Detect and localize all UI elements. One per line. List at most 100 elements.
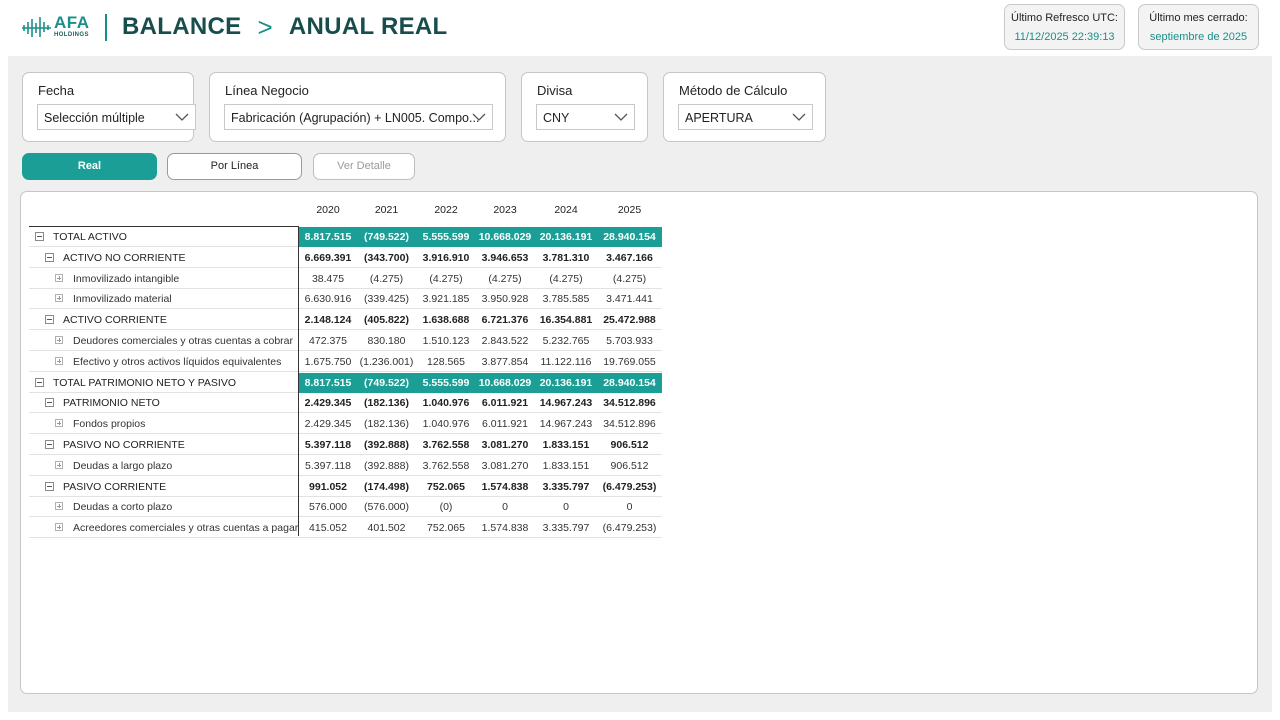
report-panel: Fecha Selección múltiple Línea Negocio F… [8, 56, 1272, 712]
row-label: Fondos propios [73, 418, 146, 431]
cell-2023: 10.668.029 [478, 231, 532, 243]
total-row-highlight [299, 372, 662, 393]
cell-2020: 6.669.391 [304, 251, 352, 264]
cell-2022: 1.040.976 [422, 418, 470, 431]
table-row[interactable]: ACTIVO CORRIENTE 2.148.124 (405.822) 1.638.… [29, 310, 662, 331]
table-row[interactable]: TOTAL ACTIVO 8.817.515 (749.522) 5.555.599 1… [29, 227, 662, 247]
divisa-dropdown[interactable]: CNY [536, 104, 635, 130]
por-linea-button[interactable]: Por Línea [167, 153, 302, 180]
collapse-icon[interactable] [35, 232, 44, 241]
cell-2023: 3.081.270 [481, 459, 529, 472]
table-row[interactable]: Acreedores comerciales y otras cuentas a… [29, 518, 662, 539]
row-label: ACTIVO NO CORRIENTE [63, 251, 186, 264]
expand-icon[interactable] [55, 502, 63, 511]
expand-icon[interactable] [55, 273, 63, 282]
fecha-dropdown[interactable]: Selección múltiple [37, 104, 196, 130]
column-header-2020[interactable]: 2020 [316, 204, 340, 216]
expand-icon[interactable] [55, 294, 63, 303]
linea-negocio-dropdown[interactable]: Fabricación (Agrupación) + LN005. Compo.… [224, 104, 493, 130]
chevron-down-icon [175, 113, 189, 121]
cell-2023: 1.574.838 [481, 522, 529, 535]
chevron-down-icon [472, 113, 486, 121]
real-button[interactable]: Real [22, 153, 157, 180]
last-closed-month-label: Último mes cerrado: [1149, 12, 1248, 24]
table-row[interactable]: PATRIMONIO NETO 2.429.345 (182.136) 1.040.9… [29, 393, 662, 414]
cell-2021: (1.236.001) [359, 355, 414, 368]
cell-2025: 3.467.166 [606, 251, 653, 264]
table-row[interactable]: PASIVO NO CORRIENTE 5.397.118 (392.888) 3.7… [29, 435, 662, 455]
column-header-2021[interactable]: 2021 [374, 204, 399, 216]
slicer-divisa: Divisa CNY [521, 72, 648, 142]
cell-2020: 5.397.118 [304, 439, 352, 451]
table-row[interactable]: Inmovilizado material 6.630.916 (339.425) 3… [29, 289, 662, 310]
collapse-icon[interactable] [45, 398, 54, 408]
table-row[interactable]: Efectivo y otros activos líquidos equiva… [29, 352, 662, 372]
cell-2022: 5.555.599 [422, 231, 470, 243]
chevron-right-icon: > [257, 12, 273, 42]
table-row[interactable]: Inmovilizado intangible 38.475 (4.275) (4.2… [29, 269, 662, 289]
cell-2020: 415.052 [309, 522, 347, 535]
chevron-down-icon [792, 113, 806, 121]
balance-matrix-card: 2020 2021 2022 2023 2024 2025 TOTAL ACTI… [20, 191, 1258, 694]
last-closed-month-value: septiembre de 2025 [1149, 31, 1248, 43]
collapse-icon[interactable] [45, 481, 54, 491]
cell-2021: (4.275) [369, 272, 404, 285]
table-row[interactable]: Deudas a largo plazo 5.397.118 (392.888) 3.… [29, 456, 662, 476]
table-row[interactable]: ACTIVO NO CORRIENTE 6.669.391 (343.700) 3.9… [29, 248, 662, 268]
column-header-2024[interactable]: 2024 [554, 204, 578, 216]
column-header-2023[interactable]: 2023 [493, 204, 517, 216]
slicer-linea-label: Línea Negocio [225, 83, 309, 98]
table-row[interactable]: Deudas a corto plazo 576.000 (576.000) (0) 0… [29, 497, 662, 518]
cell-2024: 20.136.191 [539, 376, 593, 389]
table-row[interactable]: TOTAL PATRIMONIO NETO Y PASIVO 8.817.515 (… [29, 372, 662, 393]
expand-icon[interactable] [55, 523, 63, 532]
cell-2025: 5.703.933 [606, 335, 653, 347]
column-header-2025[interactable]: 2025 [617, 204, 642, 216]
cell-2021: (182.136) [364, 418, 409, 431]
cell-2025: 28.940.154 [603, 376, 656, 389]
cell-2020: 38.475 [311, 272, 345, 285]
cell-2020: 1.675.750 [304, 355, 352, 368]
slicer-fecha: Fecha Selección múltiple [22, 72, 196, 142]
cell-2025: 25.472.988 [603, 314, 656, 327]
table-row[interactable]: PASIVO CORRIENTE 991.052 (174.498) 752.065 1… [29, 477, 662, 497]
cell-2022: 128.565 [427, 355, 465, 368]
cell-2022: 1.040.976 [422, 397, 470, 410]
collapse-icon[interactable] [45, 440, 54, 449]
chevron-down-icon [614, 113, 628, 121]
slicer-fecha-label: Fecha [38, 83, 75, 98]
expand-icon[interactable] [55, 460, 63, 469]
table-row[interactable]: Fondos propios 2.429.345 (182.136) 1.040.97… [29, 414, 662, 435]
cell-2020: 472.375 [309, 335, 347, 347]
cell-2023: (4.275) [488, 272, 522, 285]
collapse-icon[interactable] [35, 377, 44, 387]
row-label: Inmovilizado intangible [73, 272, 180, 285]
cell-2025: 0 [626, 501, 633, 514]
fecha-dropdown-value: Selección múltiple [44, 111, 145, 125]
cell-2020: 5.397.118 [305, 459, 351, 472]
cell-2023: 3.946.653 [481, 251, 529, 264]
cell-2021: 830.180 [367, 335, 406, 347]
cell-2021: (576.000) [364, 501, 409, 514]
cell-2023: 6.011.921 [481, 397, 529, 410]
collapse-icon[interactable] [45, 252, 54, 262]
expand-icon[interactable] [55, 419, 63, 428]
ver-detalle-button[interactable]: Ver Detalle [313, 153, 415, 180]
cell-2022: 752.065 [427, 480, 465, 493]
metodo-calculo-dropdown[interactable]: APERTURA [678, 104, 813, 130]
cell-2025: 28.940.154 [603, 231, 656, 243]
cell-2023: 1.574.838 [481, 480, 529, 493]
cell-2022: 3.921.185 [422, 293, 470, 306]
cell-2025: (4.275) [612, 272, 647, 285]
row-label: Deudas a largo plazo [73, 459, 173, 472]
cell-2021: (392.888) [364, 459, 409, 472]
cell-2025: 3.471.441 [606, 293, 653, 306]
cell-2024: 0 [563, 501, 569, 514]
collapse-icon[interactable] [45, 315, 54, 325]
cell-2024: 14.967.243 [539, 397, 593, 410]
expand-icon[interactable] [55, 336, 63, 344]
table-row[interactable]: Deudores comerciales y otras cuentas a c… [29, 331, 662, 351]
expand-icon[interactable] [55, 356, 63, 365]
column-header-2022[interactable]: 2022 [434, 204, 458, 216]
cell-2025: (6.479.253) [602, 480, 657, 493]
